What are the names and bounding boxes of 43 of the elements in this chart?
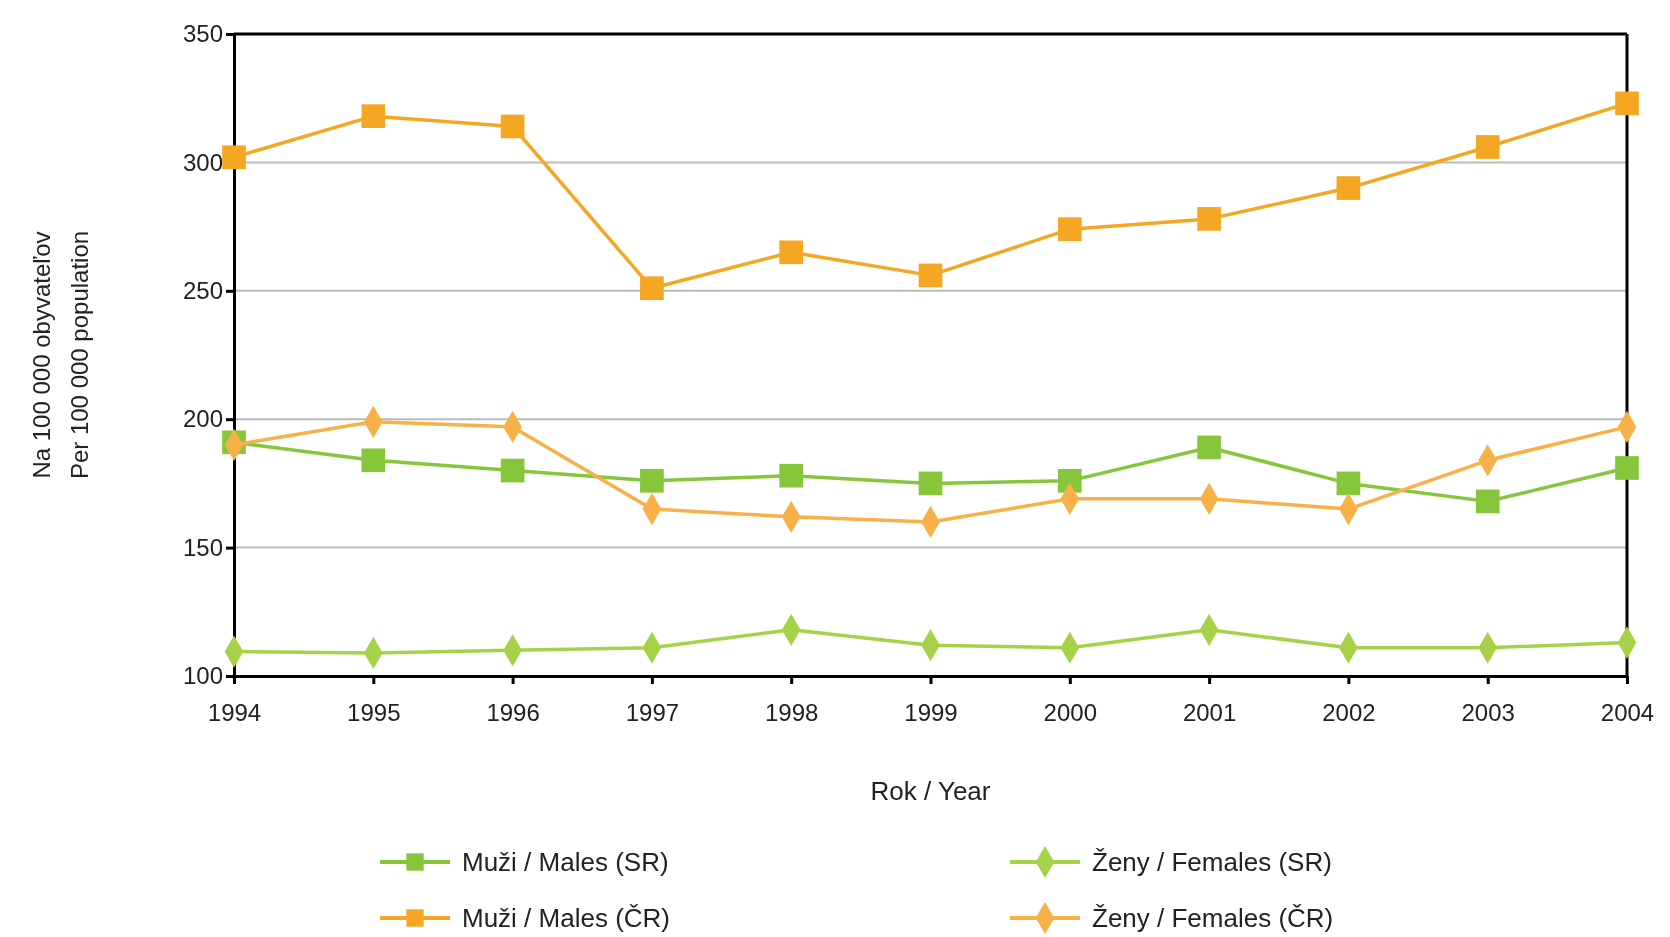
y-tick-label: 200 — [182, 405, 223, 433]
point — [361, 104, 386, 129]
point — [1336, 176, 1361, 200]
x-axis-title: Rok / Year — [870, 776, 991, 806]
point — [1197, 435, 1221, 460]
x-tick-label: 1994 — [207, 698, 262, 726]
point — [361, 448, 386, 473]
x-tick-label: 1996 — [486, 698, 540, 726]
point — [640, 276, 664, 301]
legend-label: Ženy / Females (SR) — [1092, 847, 1332, 878]
x-tick-label: 2000 — [1043, 698, 1097, 726]
point — [1336, 471, 1361, 496]
point — [222, 145, 246, 170]
x-tick-label: 1997 — [625, 698, 680, 726]
y-tick-label: 250 — [182, 276, 223, 304]
x-tick-label: 1999 — [904, 698, 958, 726]
x-tick-label: 1995 — [347, 698, 401, 726]
legend-label: Muži / Males (SR) — [462, 847, 669, 878]
x-tick-label: 2001 — [1182, 698, 1237, 726]
point — [779, 240, 804, 265]
point — [1615, 91, 1639, 116]
y-tick-label: 350 — [182, 20, 223, 48]
point — [1057, 217, 1082, 241]
y-tick-label: 100 — [182, 662, 223, 690]
x-tick-label: 2003 — [1461, 698, 1515, 726]
point — [500, 458, 525, 483]
point — [1197, 207, 1221, 231]
y-axis-title: Na 100 000 obyvateľov Per 100 000 population — [28, 230, 94, 480]
point — [918, 471, 943, 496]
point — [1615, 456, 1639, 480]
point — [779, 463, 804, 488]
point — [640, 469, 664, 493]
point — [918, 263, 943, 288]
x-tick-label: 1998 — [765, 698, 819, 726]
legend-label: Muži / Males (ČR) — [462, 903, 671, 934]
y-tick-label: 300 — [182, 148, 223, 176]
legend-label: Ženy / Females (ČR) — [1092, 903, 1334, 934]
point — [500, 114, 525, 139]
y-tick-label: 150 — [182, 533, 223, 561]
x-tick-label: 2004 — [1600, 698, 1655, 726]
point — [1475, 135, 1500, 159]
x-tick-label: 2002 — [1322, 698, 1376, 726]
point — [1475, 489, 1500, 514]
